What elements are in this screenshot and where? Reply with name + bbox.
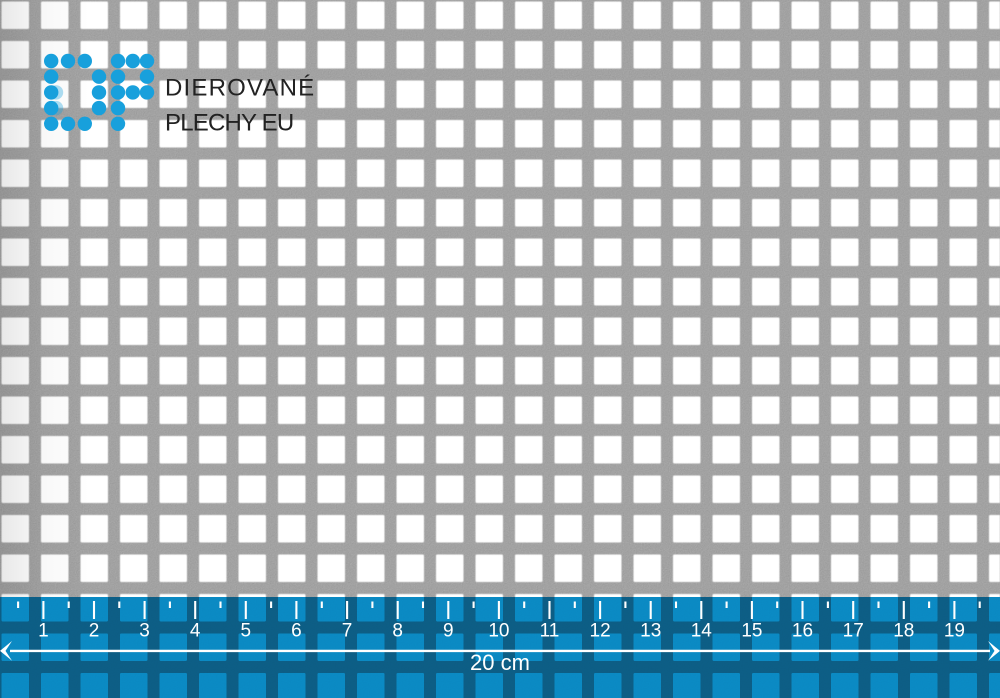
svg-text:4: 4 bbox=[190, 621, 201, 642]
svg-text:2: 2 bbox=[89, 621, 100, 642]
svg-text:12: 12 bbox=[590, 621, 611, 642]
svg-text:19: 19 bbox=[944, 621, 965, 642]
svg-text:18: 18 bbox=[893, 621, 914, 642]
svg-text:1: 1 bbox=[38, 621, 49, 642]
svg-text:16: 16 bbox=[792, 621, 813, 642]
svg-text:6: 6 bbox=[291, 621, 302, 642]
svg-text:13: 13 bbox=[640, 621, 661, 642]
svg-text:DIEROVANÉ: DIEROVANÉ bbox=[165, 75, 315, 102]
svg-text:20 cm: 20 cm bbox=[470, 650, 530, 675]
svg-text:5: 5 bbox=[241, 621, 252, 642]
svg-text:17: 17 bbox=[843, 621, 864, 642]
svg-text:10: 10 bbox=[488, 621, 509, 642]
svg-text:11: 11 bbox=[540, 621, 560, 642]
svg-text:3: 3 bbox=[139, 621, 150, 642]
svg-text:8: 8 bbox=[392, 621, 403, 642]
svg-text:15: 15 bbox=[741, 621, 762, 642]
svg-text:9: 9 bbox=[443, 621, 454, 642]
svg-text:7: 7 bbox=[342, 621, 353, 642]
svg-text:PLECHY EU: PLECHY EU bbox=[165, 110, 293, 137]
svg-text:14: 14 bbox=[691, 621, 713, 642]
